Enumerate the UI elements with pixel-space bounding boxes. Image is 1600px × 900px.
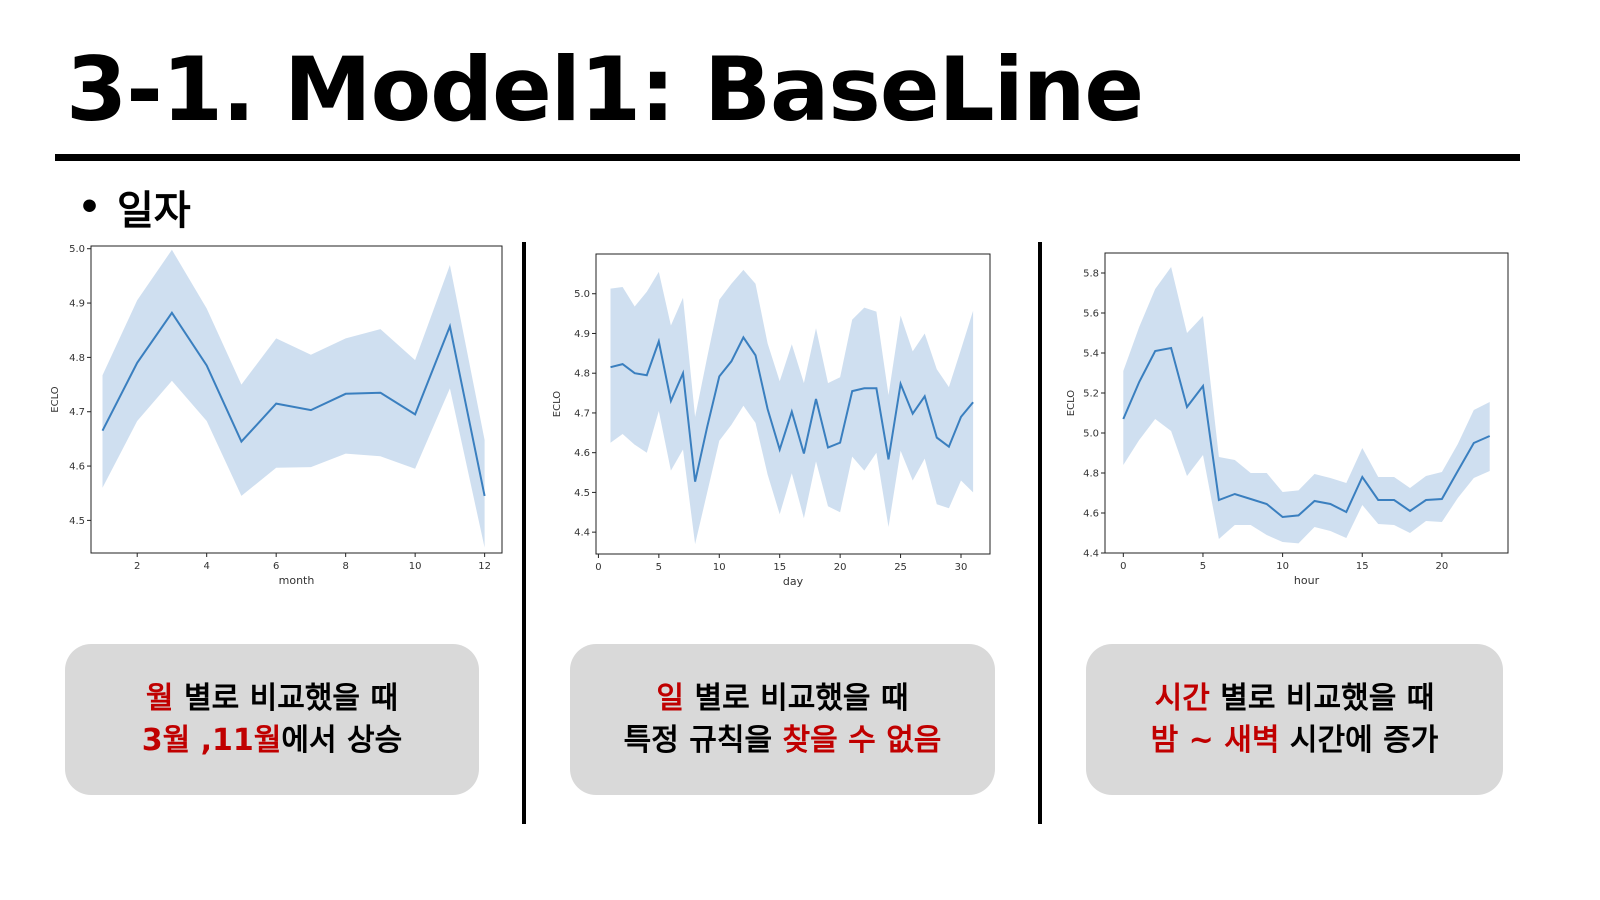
y-tick-label: 4.4 — [574, 528, 590, 539]
axes-frame — [1104, 252, 1509, 554]
x-tick-label: 10 — [1276, 561, 1289, 572]
y-tick-label: 4.8 — [574, 369, 590, 380]
note-text: 에서 상승 — [281, 722, 403, 758]
plot-area: 0 5 10 15 20 25 30 4.4 4.5 4.6 4.7 4.8 4.9 5.0 day ECLO — [552, 253, 991, 588]
confidence-band — [102, 249, 485, 548]
y-tick-label: 5.0 — [69, 244, 85, 255]
x-tick-label: 20 — [1436, 561, 1449, 572]
x-tick-label: 30 — [955, 562, 968, 573]
y-tick-label: 5.6 — [1083, 309, 1099, 320]
column-divider-right — [1038, 242, 1042, 824]
y-tick-label: 5.0 — [1083, 429, 1099, 440]
note-text: 별로 비교했을 때 — [1209, 681, 1435, 717]
month-note-box: 월 별로 비교했을 때 3월 ,11월에서 상승 — [65, 644, 479, 795]
x-axis-label: day — [783, 575, 804, 588]
confidence-band — [610, 269, 974, 545]
y-axis-label: ECLO — [1066, 390, 1077, 417]
x-tick-label: 4 — [204, 561, 210, 572]
bullet-icon: • — [78, 186, 102, 228]
day-chart: 0 5 10 15 20 25 30 4.4 4.5 4.6 4.7 4.8 4.9 5.0 day ECLO — [552, 253, 991, 588]
x-tick-label: 8 — [342, 561, 348, 572]
confidence-band — [1123, 267, 1490, 544]
y-tick-label: 4.7 — [69, 407, 85, 418]
y-tick-label: 5.8 — [1083, 269, 1099, 280]
series-line — [610, 335, 974, 482]
hour-note-box: 시간 별로 비교했을 때 밤 ~ 새벽 시간에 증가 — [1086, 644, 1503, 795]
plot-area: 2 4 6 8 10 12 4.5 4.6 4.7 4.8 4.9 5.0 month ECLO — [50, 244, 503, 587]
note-highlight: 찾을 수 없음 — [782, 722, 942, 758]
x-tick-label: 10 — [713, 562, 726, 573]
bullet-item: • 일자 — [78, 178, 191, 236]
x-tick-label: 10 — [409, 561, 422, 572]
y-tick-label: 5.4 — [1083, 349, 1099, 360]
y-tick-label: 4.6 — [1083, 509, 1099, 520]
x-tick-label: 5 — [1200, 561, 1206, 572]
note-text: 특정 규칙을 — [623, 722, 783, 758]
y-tick-label: 4.8 — [69, 353, 85, 364]
y-tick-label: 4.9 — [574, 329, 590, 340]
note-line-1: 월 별로 비교했을 때 — [146, 678, 398, 719]
y-tick-label: 4.5 — [574, 488, 590, 499]
title-underline — [55, 154, 1520, 161]
series-line — [101, 311, 486, 497]
plot-area: 0 5 10 15 20 4.4 4.6 4.8 5.0 5.2 5.4 5.6 5.8 hour ECLO — [1066, 252, 1509, 587]
x-tick-label: 0 — [595, 562, 601, 573]
x-axis-label: month — [279, 574, 315, 587]
note-line-2: 밤 ~ 새벽 시간에 증가 — [1151, 720, 1439, 761]
y-axis-label: ECLO — [552, 391, 563, 418]
y-axis-label: ECLO — [50, 386, 61, 413]
y-tick-label: 5.2 — [1083, 389, 1099, 400]
note-highlight: 일 — [656, 681, 685, 717]
x-tick-label: 0 — [1120, 561, 1126, 572]
day-note-box: 일 별로 비교했을 때 특정 규칙을 찾을 수 없음 — [570, 644, 995, 795]
note-highlight: 밤 ~ 새벽 — [1150, 722, 1280, 758]
y-tick-label: 4.4 — [1083, 549, 1099, 560]
bullet-text: 일자 — [117, 188, 191, 234]
month-chart: 2 4 6 8 10 12 4.5 4.6 4.7 4.8 4.9 5.0 month ECLO — [50, 244, 503, 587]
note-highlight: 시간 — [1154, 681, 1210, 717]
note-text: 시간에 증가 — [1279, 722, 1439, 758]
y-tick-label: 4.7 — [574, 408, 590, 419]
x-tick-label: 20 — [834, 562, 847, 573]
x-axis-label: hour — [1294, 574, 1320, 587]
axes-frame — [595, 253, 991, 555]
note-line-2: 특정 규칙을 찾을 수 없음 — [624, 720, 942, 761]
y-tick-label: 4.8 — [1083, 469, 1099, 480]
axes-frame — [90, 245, 503, 554]
note-text: 별로 비교했을 때 — [684, 681, 909, 717]
x-tick-label: 12 — [478, 561, 491, 572]
x-tick-label: 2 — [134, 561, 140, 572]
note-text: 별로 비교했을 때 — [173, 681, 399, 717]
y-tick-label: 4.5 — [69, 516, 85, 527]
x-tick-label: 5 — [656, 562, 662, 573]
note-highlight: 3월 ,11월 — [141, 722, 282, 758]
y-tick-label: 4.6 — [574, 448, 590, 459]
x-tick-label: 15 — [773, 562, 786, 573]
x-tick-label: 25 — [894, 562, 907, 573]
series-line — [1122, 346, 1491, 519]
x-tick-label: 15 — [1356, 561, 1369, 572]
column-divider-left — [522, 242, 526, 824]
note-highlight: 월 — [145, 681, 174, 717]
note-line-2: 3월 ,11월에서 상승 — [142, 720, 403, 761]
y-tick-label: 4.9 — [69, 299, 85, 310]
y-tick-label: 4.6 — [69, 462, 85, 473]
hour-chart: 0 5 10 15 20 4.4 4.6 4.8 5.0 5.2 5.4 5.6 5.8 hour ECLO — [1066, 252, 1509, 587]
note-line-1: 일 별로 비교했을 때 — [656, 678, 908, 719]
y-tick-label: 5.0 — [574, 289, 590, 300]
note-line-1: 시간 별로 비교했을 때 — [1155, 678, 1435, 719]
page-title: 3-1. Model1: BaseLine — [66, 38, 1144, 141]
x-tick-label: 6 — [273, 561, 279, 572]
